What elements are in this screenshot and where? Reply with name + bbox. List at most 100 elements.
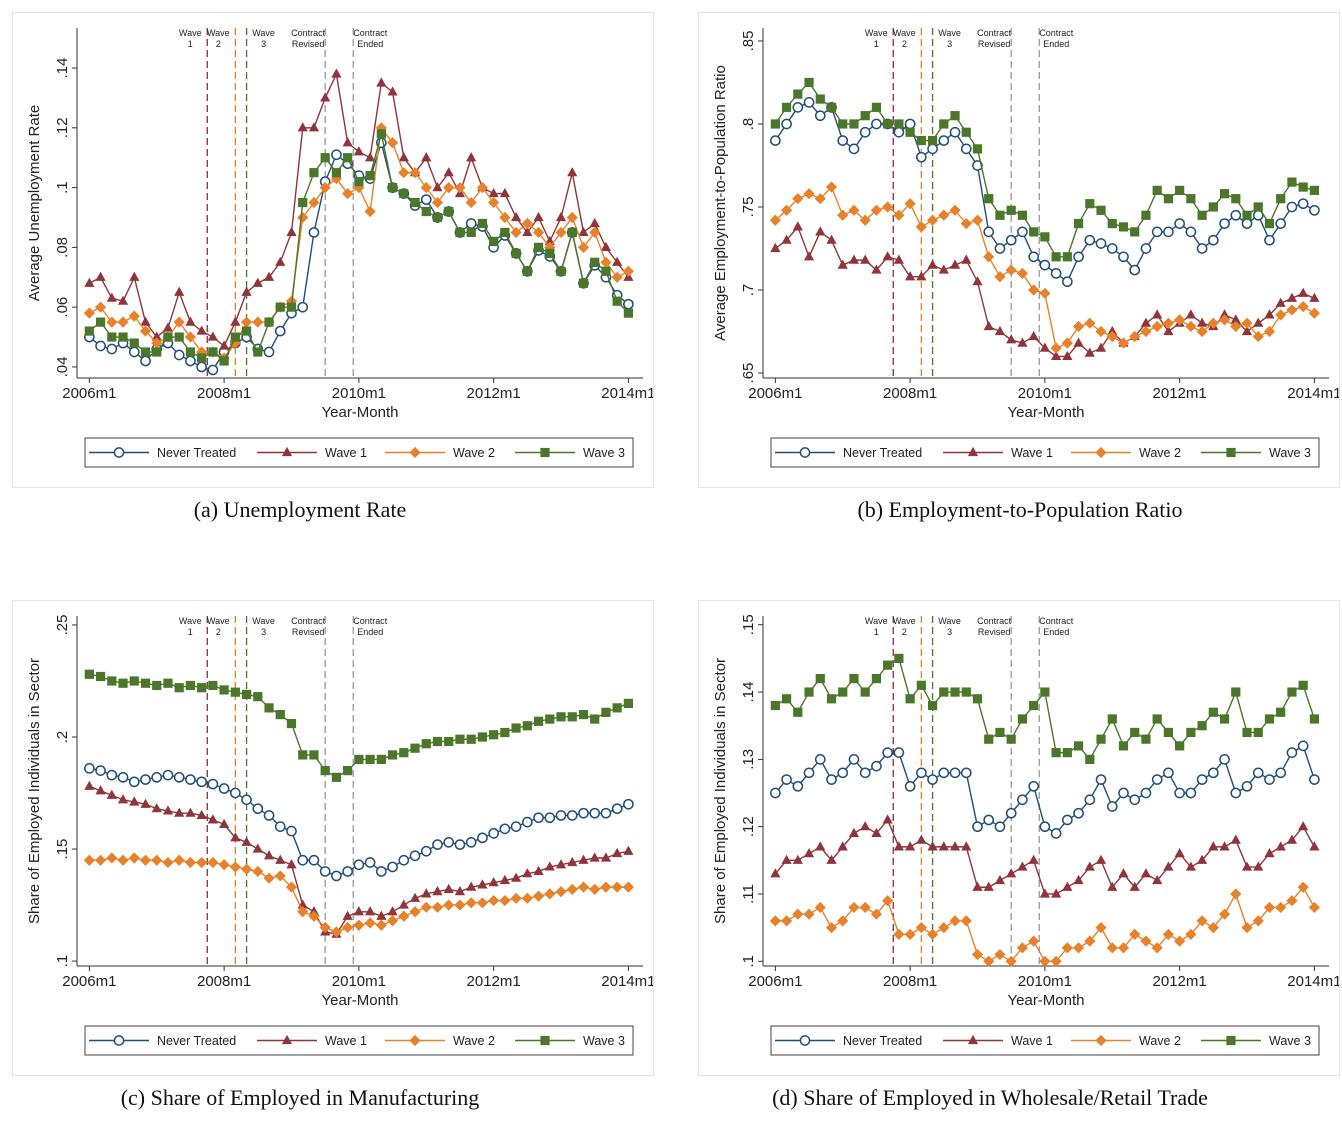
marker bbox=[410, 197, 420, 208]
event-label: 3 bbox=[261, 39, 266, 49]
marker bbox=[219, 356, 229, 366]
marker bbox=[611, 803, 623, 815]
marker bbox=[230, 332, 240, 342]
marker bbox=[94, 854, 107, 866]
marker bbox=[533, 716, 544, 726]
marker bbox=[871, 102, 882, 112]
marker bbox=[1264, 218, 1275, 229]
marker bbox=[915, 767, 927, 779]
panel: .04 .06 .08 .1 .12 .14 2006m1 2008m1 2010m1 2012m… bbox=[12, 12, 654, 488]
legend-label: Wave 3 bbox=[583, 1034, 625, 1048]
marker bbox=[510, 211, 522, 222]
marker bbox=[803, 251, 815, 261]
marker bbox=[871, 264, 882, 274]
marker bbox=[1085, 199, 1095, 209]
marker bbox=[286, 825, 297, 837]
marker bbox=[544, 235, 555, 246]
marker bbox=[1196, 317, 1208, 327]
marker bbox=[938, 767, 950, 779]
marker bbox=[252, 865, 264, 878]
panel: .1 .11 .12 .13 .14 .15 2006m1 2008m1 2010m1 2012m… bbox=[698, 600, 1340, 1076]
x-tick-label: 2010m1 bbox=[332, 385, 386, 402]
marker bbox=[308, 854, 320, 866]
marker bbox=[1264, 774, 1275, 785]
marker bbox=[893, 126, 905, 138]
marker bbox=[837, 135, 849, 146]
marker bbox=[196, 856, 208, 869]
marker bbox=[117, 771, 129, 783]
marker bbox=[994, 243, 1006, 254]
marker bbox=[1140, 317, 1152, 327]
marker bbox=[1051, 252, 1061, 262]
marker bbox=[241, 326, 252, 336]
marker bbox=[589, 883, 601, 895]
marker bbox=[309, 750, 319, 760]
x-axis-title: Year-Month bbox=[1008, 992, 1085, 1009]
event-label: Ended bbox=[357, 39, 383, 49]
marker bbox=[207, 331, 218, 341]
marker bbox=[1286, 201, 1298, 213]
marker bbox=[893, 254, 904, 264]
marker bbox=[162, 769, 174, 781]
marker bbox=[431, 901, 444, 913]
marker bbox=[185, 807, 196, 817]
marker bbox=[500, 227, 510, 238]
marker bbox=[207, 364, 219, 376]
marker bbox=[1095, 774, 1107, 785]
marker bbox=[286, 718, 297, 729]
marker bbox=[793, 707, 803, 717]
x-tick-label: 2006m1 bbox=[748, 973, 802, 990]
marker bbox=[511, 723, 521, 733]
caption: (b) Employment-to-Population Ratio bbox=[857, 497, 1183, 522]
marker bbox=[803, 767, 815, 779]
marker bbox=[163, 678, 173, 688]
marker bbox=[612, 296, 622, 306]
marker bbox=[354, 754, 364, 765]
legend-label: Never Treated bbox=[843, 446, 922, 460]
marker bbox=[961, 841, 972, 851]
marker bbox=[1072, 942, 1085, 954]
marker bbox=[1275, 901, 1287, 914]
marker bbox=[589, 226, 601, 239]
marker bbox=[410, 743, 420, 753]
marker bbox=[488, 187, 499, 198]
y-tick-label: .15 bbox=[740, 614, 757, 635]
marker bbox=[521, 816, 533, 828]
marker bbox=[1118, 787, 1129, 799]
marker bbox=[600, 241, 612, 251]
marker bbox=[275, 256, 286, 266]
y-tick-label: .85 bbox=[740, 31, 757, 52]
series bbox=[84, 763, 634, 882]
marker bbox=[443, 899, 455, 911]
marker bbox=[274, 870, 286, 882]
y-axis-title: Average Unemployment Rate bbox=[26, 105, 43, 302]
marker bbox=[1174, 935, 1186, 947]
marker bbox=[420, 845, 432, 857]
marker bbox=[972, 881, 983, 891]
marker bbox=[983, 320, 994, 331]
marker bbox=[883, 119, 893, 129]
marker bbox=[1163, 325, 1174, 336]
x-tick-label: 2008m1 bbox=[883, 385, 937, 402]
marker bbox=[409, 892, 421, 902]
marker bbox=[499, 894, 511, 907]
marker bbox=[1263, 901, 1276, 914]
marker bbox=[432, 182, 443, 192]
marker bbox=[1140, 325, 1152, 338]
marker bbox=[871, 760, 882, 772]
marker bbox=[285, 881, 298, 893]
marker bbox=[1029, 227, 1039, 237]
marker bbox=[353, 182, 365, 194]
event-label: Ended bbox=[357, 627, 383, 637]
marker bbox=[364, 917, 376, 929]
marker bbox=[140, 774, 151, 785]
marker bbox=[995, 727, 1005, 738]
x-tick-label: 2008m1 bbox=[197, 385, 251, 402]
marker bbox=[781, 118, 792, 130]
marker bbox=[1163, 226, 1174, 238]
marker bbox=[219, 818, 230, 828]
legend-marker bbox=[799, 1035, 811, 1046]
marker bbox=[286, 302, 297, 312]
series-line bbox=[774, 101, 1315, 283]
marker bbox=[781, 234, 792, 244]
